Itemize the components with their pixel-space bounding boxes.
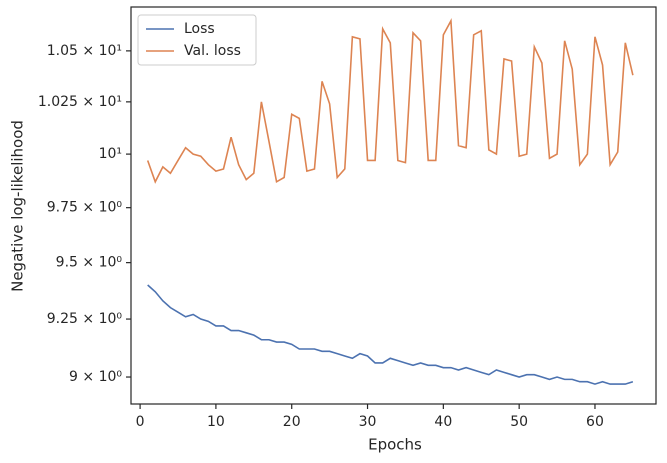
x-tick-label: 0 (136, 414, 145, 430)
x-axis-label: Epochs (368, 436, 422, 454)
x-tick-label: 10 (207, 414, 225, 430)
x-tick-label: 20 (283, 414, 301, 430)
y-tick-label: 9.25 × 10⁰ (47, 311, 123, 327)
line-series (146, 18, 634, 184)
x-tick-label: 60 (586, 414, 604, 430)
y-tick-label: 9.75 × 10⁰ (47, 200, 123, 216)
x-tick-label: 30 (359, 414, 377, 430)
y-tick-label: 1.025 × 10¹ (38, 94, 122, 110)
y-tick-label: 10¹ (99, 146, 122, 162)
plot-frame (130, 6, 657, 405)
legend-label: Loss (184, 21, 215, 37)
y-axis-label: Negative log-likelihood (9, 120, 27, 292)
y-tick-label: 9 × 10⁰ (69, 369, 122, 385)
y-tick-label: 9.5 × 10⁰ (56, 255, 123, 271)
line-series (147, 284, 634, 385)
y-tick-label: 1.05 × 10¹ (47, 43, 122, 59)
x-tick-label: 50 (510, 414, 528, 430)
legend-label: Val. loss (184, 43, 241, 59)
x-tick-label: 40 (434, 414, 452, 430)
legend-box (137, 14, 257, 66)
